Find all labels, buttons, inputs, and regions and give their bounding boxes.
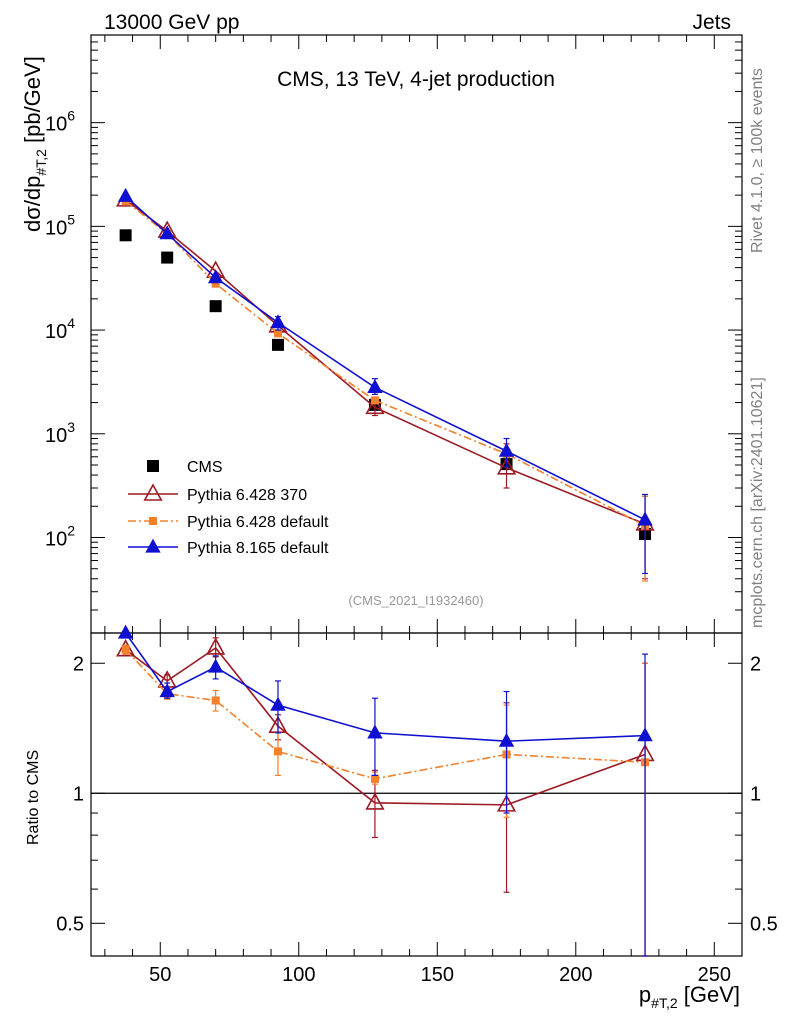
ratio-panel-frame bbox=[90, 632, 743, 957]
legend-label-p6_370: Pythia 6.428 370 bbox=[187, 487, 307, 504]
ratio-point-p6_def bbox=[211, 696, 220, 705]
ratio-line-p6_def bbox=[125, 649, 646, 780]
ratio-point-p8_def bbox=[498, 732, 515, 747]
ratio-y-tick-label-left: 0.5 bbox=[56, 913, 84, 935]
point-p8_def bbox=[637, 511, 653, 526]
x-axis-label: p#T,2 [GeV] bbox=[639, 982, 740, 1011]
point-p8_def bbox=[498, 442, 515, 457]
legend-item-p6_370: Pythia 6.428 370 bbox=[128, 483, 307, 504]
point-p8_def bbox=[270, 314, 286, 329]
main-y-tick-label: 103 bbox=[45, 419, 75, 447]
series-p8_def bbox=[117, 187, 653, 575]
x-tick-label: 150 bbox=[421, 964, 454, 986]
main-series bbox=[116, 187, 655, 582]
main-y-tick-label: 104 bbox=[45, 315, 75, 343]
point-p8_def bbox=[159, 225, 175, 240]
point-p8_def bbox=[367, 379, 383, 394]
ratio-point-p6_def bbox=[370, 774, 379, 783]
legend: CMS Pythia 6.428 370 Pythia 6.428 default P… bbox=[128, 459, 329, 557]
point-p6_def bbox=[211, 279, 220, 288]
ratio-point-p8_def bbox=[117, 624, 134, 639]
ratio-y-tick-label-left: 1 bbox=[73, 783, 84, 805]
point-p8_def bbox=[207, 269, 224, 284]
legend-marker-p8_def bbox=[145, 538, 161, 553]
legend-marker-p6_def bbox=[149, 517, 157, 525]
ratio-point-p6_def bbox=[273, 747, 282, 756]
legend-item-p8_def: Pythia 8.165 default bbox=[128, 538, 329, 557]
x-tick-label: 250 bbox=[698, 964, 731, 986]
ratio-point-p8_def bbox=[270, 696, 286, 711]
legend-marker-p6_370 bbox=[143, 483, 163, 501]
point-p6_def bbox=[273, 329, 282, 338]
ratio-y-tick-label-right: 2 bbox=[750, 653, 761, 675]
main-y-tick-label: 106 bbox=[45, 108, 75, 136]
main-axes: 102 103 104 105 106 bbox=[45, 34, 743, 633]
ratio-point-p6_def bbox=[121, 645, 130, 654]
header-right: Jets bbox=[692, 11, 731, 34]
ratio-point-p8_def bbox=[207, 658, 224, 673]
ratio-point-p8_def bbox=[159, 683, 175, 698]
point-data bbox=[119, 229, 132, 242]
ratio-y-tick-label-left: 2 bbox=[73, 653, 84, 675]
ratio-series-p6_def bbox=[121, 644, 650, 957]
point-p6_def bbox=[370, 396, 379, 405]
point-data bbox=[161, 251, 174, 264]
legend-item-p6_def: Pythia 6.428 default bbox=[128, 514, 329, 531]
line-p6_def bbox=[125, 200, 646, 527]
ratio-point-p6_370 bbox=[206, 637, 226, 655]
ratio-y-tick-label-right: 1 bbox=[750, 783, 761, 805]
ratio-axes: 0.5 0.51 12 250 100 150 200 250 bbox=[56, 633, 778, 986]
point-data bbox=[209, 300, 222, 313]
analysis-tag: (CMS_2021_I1932460) bbox=[348, 593, 483, 608]
legend-label-p8_def: Pythia 8.165 default bbox=[187, 540, 329, 557]
ratio-point-p6_370 bbox=[365, 792, 385, 810]
legend-label-p6_def: Pythia 6.428 default bbox=[187, 514, 329, 531]
ratio-line-p6_370 bbox=[125, 646, 646, 806]
ratio-point-p8_def bbox=[367, 724, 383, 739]
main-y-tick-label: 105 bbox=[45, 211, 75, 239]
main-y-axis-label: dσ/dp#T,2 [pb/GeV] bbox=[20, 56, 49, 232]
rivet-version-label: Rivet 4.1.0, ≥ 100k events bbox=[749, 68, 766, 253]
point-data bbox=[271, 338, 284, 351]
chart-title: CMS, 13 TeV, 4-jet production bbox=[277, 68, 555, 91]
x-tick-label: 200 bbox=[559, 964, 592, 986]
header-left: 13000 GeV pp bbox=[104, 11, 239, 34]
ratio-line-p8_def bbox=[124, 632, 646, 742]
legend-marker-data bbox=[147, 460, 159, 472]
ratio-point-p6_370 bbox=[116, 639, 136, 657]
ratio-series bbox=[116, 624, 655, 957]
main-y-tick-label: 102 bbox=[45, 522, 75, 550]
point-p6_370 bbox=[365, 396, 385, 415]
x-tick-label: 50 bbox=[149, 964, 171, 986]
point-p8_def bbox=[117, 187, 134, 202]
legend-item-data: CMS bbox=[147, 459, 223, 476]
ratio-series-p6_370 bbox=[116, 637, 655, 957]
x-tick-label: 100 bbox=[282, 964, 315, 986]
ratio-y-axis-label: Ratio to CMS bbox=[25, 750, 42, 845]
point-p6_370 bbox=[496, 457, 517, 475]
ratio-point-p8_def bbox=[637, 727, 653, 742]
ratio-series-p8_def bbox=[117, 624, 653, 957]
source-label: mcplots.cern.ch [arXiv:2401.10621] bbox=[749, 377, 766, 628]
ratio-y-tick-label-right: 0.5 bbox=[750, 913, 778, 935]
legend-label-data: CMS bbox=[187, 459, 223, 476]
